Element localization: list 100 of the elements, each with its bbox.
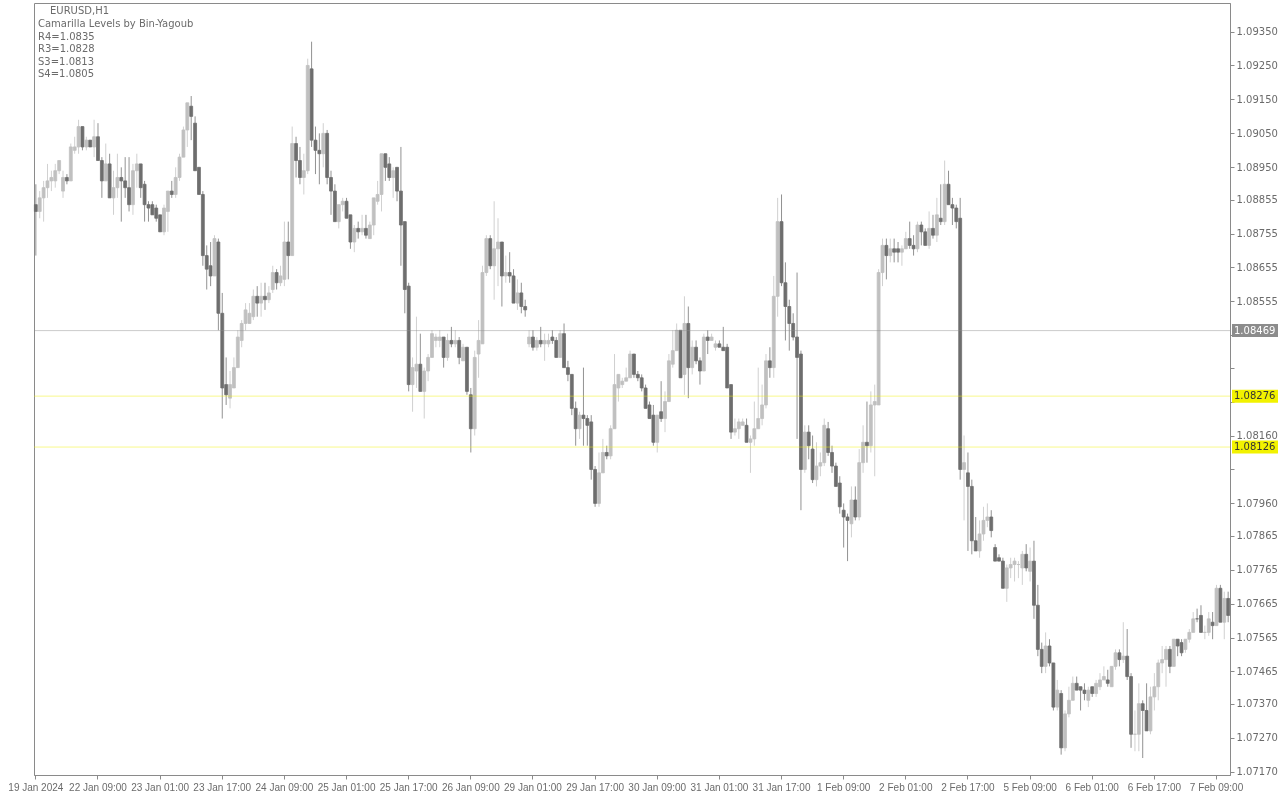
y-tick-label: 1.07465 bbox=[1236, 665, 1278, 677]
y-tick-label: 1.07565 bbox=[1236, 632, 1278, 644]
y-tick-label: 1.08855 bbox=[1236, 194, 1278, 206]
candlestick bbox=[896, 241, 900, 263]
y-tick-label: 1.07170 bbox=[1236, 766, 1278, 778]
ref-line-label: 1.08126 bbox=[1234, 441, 1276, 453]
candlestick bbox=[892, 238, 897, 263]
candlestick bbox=[814, 441, 819, 487]
candlestick bbox=[577, 411, 582, 440]
candlestick bbox=[61, 170, 65, 199]
candlestick bbox=[865, 401, 869, 464]
candlestick bbox=[1199, 604, 1203, 633]
candlestick bbox=[321, 122, 326, 168]
candlestick bbox=[352, 224, 357, 253]
candlestick bbox=[391, 166, 396, 199]
candlestick bbox=[935, 197, 939, 243]
y-tick-label: 1.09150 bbox=[1236, 93, 1278, 105]
x-tick-label: 7 Feb 09:00 bbox=[1189, 781, 1244, 793]
x-tick-label: 23 Jan 17:00 bbox=[193, 781, 252, 793]
candlestick bbox=[445, 333, 450, 362]
candlestick bbox=[768, 346, 772, 379]
candlestick bbox=[733, 418, 737, 437]
y-tick-label: 1.07270 bbox=[1236, 732, 1278, 744]
x-tick-label: 24 Jan 09:00 bbox=[255, 781, 314, 793]
candlestick bbox=[1028, 547, 1032, 582]
y-tick-label: 1.08655 bbox=[1236, 261, 1278, 273]
annotation: R3=1.0828 bbox=[38, 43, 95, 54]
candlestick bbox=[364, 214, 368, 240]
candlestick bbox=[33, 183, 38, 257]
x-tick-label: 30 Jan 09:00 bbox=[628, 781, 687, 793]
candlestick bbox=[538, 326, 543, 348]
candlestick bbox=[1121, 621, 1126, 664]
y-tick-label: 1.07865 bbox=[1236, 530, 1278, 542]
x-tick-label: 25 Jan 01:00 bbox=[317, 781, 376, 793]
candlestick bbox=[736, 418, 741, 440]
y-tick-label: 1.09250 bbox=[1236, 59, 1278, 71]
x-tick-label: 19 Jan 2024 bbox=[8, 781, 64, 793]
x-tick-label: 2 Feb 17:00 bbox=[941, 781, 996, 793]
candlestick bbox=[1055, 679, 1060, 711]
candlestick bbox=[251, 289, 256, 321]
ref-line-label: 1.08469 bbox=[1234, 324, 1276, 336]
candlestick bbox=[515, 278, 520, 311]
candlestick bbox=[383, 153, 388, 182]
candlestick bbox=[65, 173, 69, 185]
y-tick-label: 1.08555 bbox=[1236, 295, 1278, 307]
candlestick bbox=[853, 485, 858, 521]
candlestick bbox=[927, 210, 931, 250]
candlestick bbox=[127, 156, 131, 212]
candlestick bbox=[1206, 611, 1211, 637]
y-tick-label: 1.08755 bbox=[1236, 228, 1278, 240]
y-tick-label: 1.07665 bbox=[1236, 598, 1278, 610]
x-tick-label: 22 Jan 09:00 bbox=[69, 781, 128, 793]
candlestick bbox=[659, 380, 663, 423]
y-tick-label: 1.07960 bbox=[1236, 497, 1278, 509]
candlestick bbox=[255, 285, 260, 318]
x-tick-label: 29 Jan 17:00 bbox=[566, 781, 625, 793]
candlestick bbox=[274, 268, 279, 291]
candlestick bbox=[527, 329, 531, 348]
x-tick-label: 25 Jan 17:00 bbox=[379, 781, 439, 793]
candlestick bbox=[1226, 591, 1231, 623]
candlestick bbox=[962, 435, 966, 521]
candlestick bbox=[360, 214, 364, 236]
candlestick bbox=[888, 238, 893, 263]
candlestick bbox=[1012, 557, 1017, 582]
annotation: R4=1.0835 bbox=[38, 30, 95, 42]
candlestick bbox=[92, 119, 96, 158]
candlestick bbox=[931, 214, 935, 240]
x-tick-label: 6 Feb 01:00 bbox=[1065, 781, 1120, 793]
x-tick-label: 23 Jan 01:00 bbox=[131, 781, 190, 793]
candlestick bbox=[1168, 645, 1172, 674]
candlestick bbox=[989, 509, 994, 538]
candlestick bbox=[1020, 550, 1025, 586]
candlestick bbox=[531, 329, 535, 352]
candlestick bbox=[228, 370, 232, 409]
candlestick bbox=[492, 200, 496, 301]
candlestick bbox=[259, 282, 263, 318]
y-tick-label: 1.07370 bbox=[1236, 698, 1278, 710]
candlestick bbox=[938, 183, 943, 226]
annotation: S4=1.0805 bbox=[38, 68, 95, 79]
y-tick-label: 1.08160 bbox=[1236, 430, 1278, 442]
annotation: Camarilla Levels by Bin-Yagoub bbox=[38, 18, 194, 29]
candlestick bbox=[441, 336, 446, 369]
candlestick bbox=[581, 367, 586, 447]
candlestick bbox=[1222, 591, 1227, 640]
candlestick bbox=[166, 190, 170, 233]
candlestick bbox=[286, 221, 291, 280]
ref-line-label: 1.08276 bbox=[1234, 390, 1276, 402]
y-tick-label: 1.07765 bbox=[1236, 564, 1278, 576]
candlestick bbox=[53, 163, 58, 189]
x-tick-label: 2 Feb 01:00 bbox=[879, 781, 933, 793]
x-tick-label: 31 Jan 01:00 bbox=[690, 781, 749, 793]
candlestick bbox=[1164, 645, 1168, 688]
candlestick bbox=[387, 156, 392, 182]
x-tick-label: 31 Jan 17:00 bbox=[752, 781, 811, 793]
annotation: S3=1.0813 bbox=[38, 55, 95, 67]
y-tick-label: 1.08950 bbox=[1236, 161, 1278, 173]
x-tick-label: 26 Jan 09:00 bbox=[441, 781, 501, 793]
x-tick-label: 6 Feb 17:00 bbox=[1127, 781, 1182, 793]
x-tick-label: 5 Feb 09:00 bbox=[1003, 781, 1058, 793]
candlestick bbox=[628, 350, 632, 379]
